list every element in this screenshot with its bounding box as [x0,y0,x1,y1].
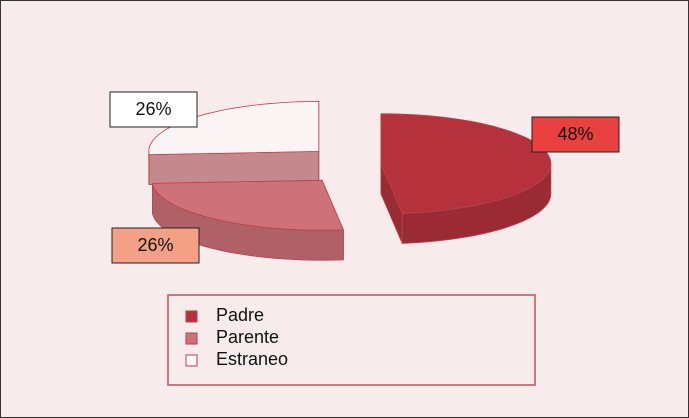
data-label: 26% [135,99,171,119]
legend-box [167,294,536,386]
pie-slice [380,113,552,214]
data-label-box [111,227,200,264]
legend-label: Parente [216,327,279,347]
data-label-box [109,91,198,128]
legend-swatch [185,332,198,345]
legend-label: Padre [216,305,264,325]
data-label: 48% [557,124,593,144]
pie-slice [151,179,345,231]
legend-swatch [185,354,198,367]
legend-label: Estraneo [216,349,288,369]
data-label-box [531,116,620,153]
slice-face [148,150,320,186]
data-label: 26% [137,235,173,255]
legend-swatch [185,310,198,323]
